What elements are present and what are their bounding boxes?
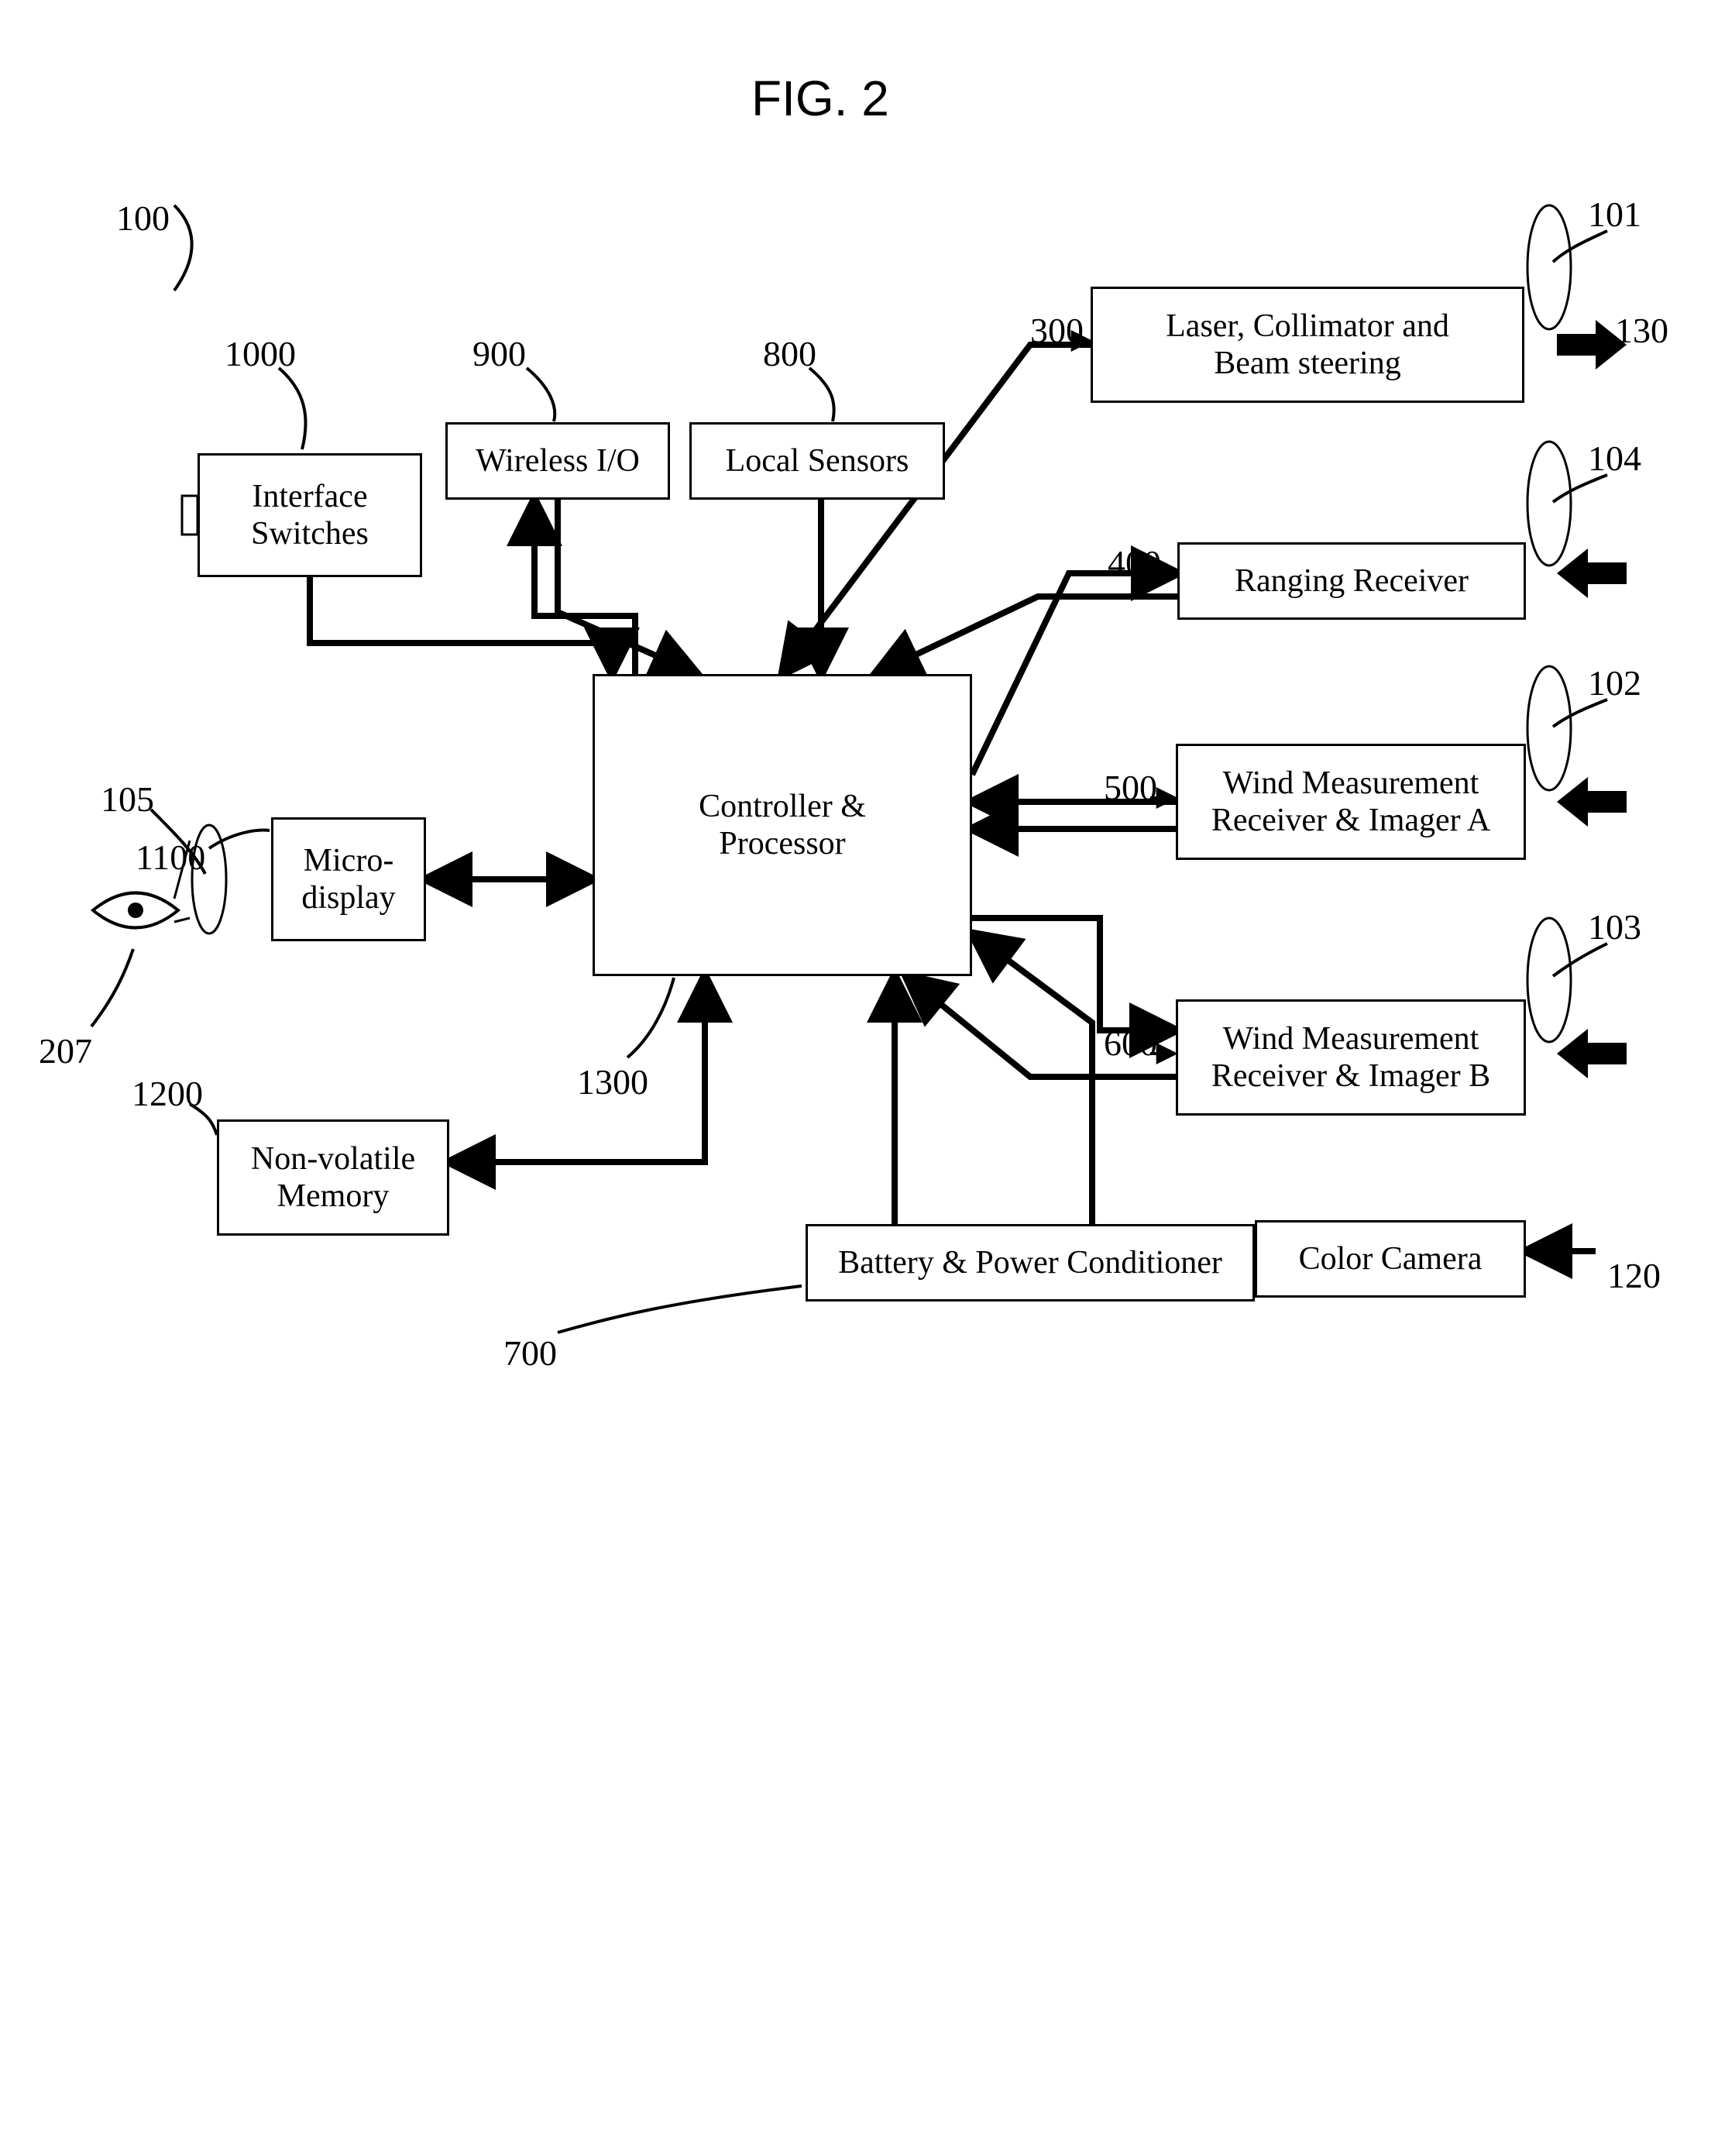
block-ctrl: Controller &Processor: [593, 674, 972, 976]
ref-l1000: 1000: [225, 333, 296, 374]
ref-l120: 120: [1607, 1255, 1661, 1296]
figure-title: FIG. 2: [751, 70, 889, 127]
ref-l600: 600: [1104, 1023, 1157, 1064]
leader-p104: [1553, 475, 1607, 502]
block-battery: Battery & Power Conditioner: [806, 1224, 1255, 1302]
fat-arrow-windB_in: [1557, 1029, 1627, 1078]
ref-l104: 104: [1588, 438, 1641, 479]
figure-stage: FIG. 2 Laser, Collimator andBeam steerin…: [0, 0, 1718, 2156]
leader-p101: [1553, 231, 1607, 262]
ref-l207: 207: [39, 1030, 92, 1071]
leader-p900: [527, 368, 555, 421]
leader-p1100: [209, 830, 270, 848]
leader-p1300: [627, 978, 674, 1057]
leader-p800: [809, 368, 834, 421]
ref-l102: 102: [1588, 662, 1641, 703]
ref-l900: 900: [472, 333, 526, 374]
arrow-laser_to_ctrl: [782, 345, 1091, 674]
arrow-wire_to_ctrl: [558, 500, 697, 674]
arrow-rang_to_ctrl: [875, 597, 1177, 674]
leader-p207: [91, 949, 133, 1026]
block-wireless: Wireless I/O: [445, 422, 670, 500]
block-ranging: Ranging Receiver: [1177, 542, 1526, 620]
fat-arrow-rang_in: [1557, 548, 1627, 598]
arrow-ctrl_to_windB1: [972, 918, 1176, 1030]
ref-l100: 100: [116, 198, 170, 239]
fat-arrow-windA_in: [1557, 777, 1627, 827]
block-micro: Micro-display: [271, 817, 426, 941]
block-windB: Wind MeasurementReceiver & Imager B: [1176, 999, 1526, 1116]
ref-l1200: 1200: [132, 1073, 203, 1114]
block-local: Local Sensors: [689, 422, 945, 500]
ref-l300: 300: [1030, 310, 1084, 351]
block-nvmem: Non-volatileMemory: [217, 1119, 449, 1236]
ref-l800: 800: [763, 333, 816, 374]
leader-p700: [558, 1286, 802, 1332]
block-laser: Laser, Collimator andBeam steering: [1091, 287, 1524, 403]
ref-l1100: 1100: [136, 837, 205, 878]
block-windA: Wind MeasurementReceiver & Imager A: [1176, 744, 1526, 860]
lens-e101: [1527, 205, 1571, 329]
ref-l400: 400: [1108, 542, 1161, 583]
block-iface: Interface Switches: [198, 453, 422, 577]
ref-l105: 105: [101, 779, 154, 820]
leader-p103: [1553, 944, 1607, 976]
leader-p102: [1553, 700, 1607, 727]
arrow-iface_to_ctrl: [310, 577, 612, 674]
ref-l101: 101: [1588, 194, 1641, 235]
lens-e103: [1527, 918, 1571, 1042]
ref-l130: 130: [1615, 310, 1668, 351]
ref-l500: 500: [1104, 767, 1157, 808]
leader-p100: [174, 205, 192, 291]
ref-l1300: 1300: [577, 1061, 648, 1102]
block-camera: Color Camera: [1255, 1220, 1526, 1298]
leader-p1000: [279, 368, 306, 449]
arrow-ctrl_to_laser: [972, 573, 1177, 775]
iface-knob: [182, 496, 198, 535]
ref-l700: 700: [503, 1332, 557, 1374]
ref-l103: 103: [1588, 906, 1641, 947]
lens-e104: [1527, 442, 1571, 566]
arrow-ctrl_to_wire: [534, 500, 635, 674]
lens-e102: [1527, 666, 1571, 790]
